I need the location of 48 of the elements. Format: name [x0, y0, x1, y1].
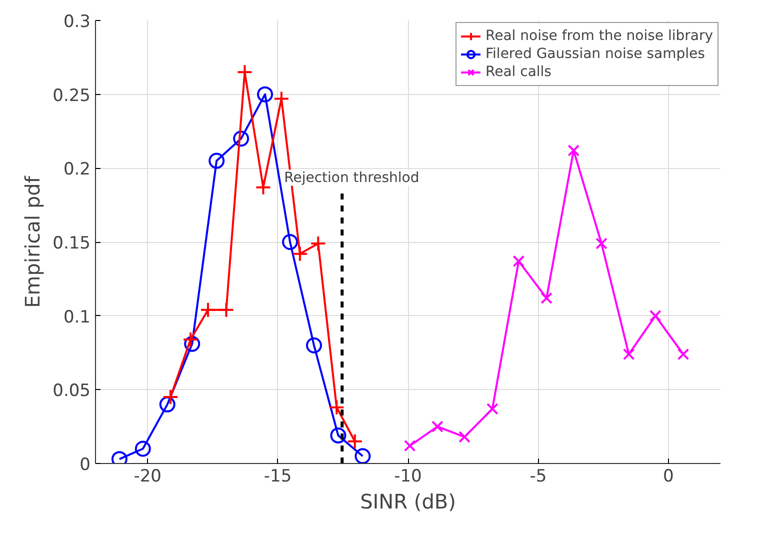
- point: [134, 440, 151, 457]
- x-tick-label: -5: [530, 466, 547, 486]
- point: [306, 337, 322, 354]
- point: [159, 396, 176, 412]
- point: [292, 246, 308, 262]
- point: [677, 348, 690, 360]
- point: [512, 255, 525, 268]
- point: [458, 430, 470, 443]
- x-tick-label: -15: [264, 466, 292, 486]
- legend-label: Filered Gaussian noise samples: [486, 45, 705, 63]
- point: [328, 399, 345, 416]
- point: [622, 348, 635, 360]
- x-axis-title: SINR (dB): [360, 490, 456, 514]
- point: [273, 90, 290, 107]
- x-tick-label: -10: [394, 466, 422, 486]
- y-tick-label: 0.05: [52, 381, 91, 402]
- point: [208, 152, 225, 169]
- point: [649, 310, 662, 322]
- legend-label: Real noise from the noise library: [486, 27, 713, 45]
- y-axis-title: Empirical pdf: [20, 175, 45, 308]
- point: [540, 292, 552, 304]
- point: [200, 302, 216, 318]
- point: [404, 440, 416, 452]
- ref-line-label: Rejection threshlod: [284, 170, 420, 186]
- point: [182, 331, 199, 348]
- y-tick-label: 0.2: [63, 160, 91, 180]
- y-tick-label: 0.1: [63, 307, 91, 328]
- point: [568, 144, 580, 156]
- y-tick-label: 0.15: [52, 234, 91, 254]
- point: [233, 130, 250, 147]
- y-tick-label: 0.25: [52, 86, 91, 106]
- y-tick-label: 0.3: [63, 12, 91, 32]
- point: [354, 448, 371, 464]
- point: [255, 179, 272, 196]
- point: [346, 433, 363, 450]
- x-tick-label: 0: [663, 466, 674, 486]
- point: [218, 302, 234, 318]
- point: [330, 427, 346, 444]
- point: [486, 402, 498, 415]
- point: [596, 238, 608, 250]
- point: [257, 86, 274, 102]
- legend-label: Real calls: [486, 63, 552, 81]
- point: [162, 389, 178, 406]
- point: [310, 235, 326, 252]
- point: [282, 234, 298, 250]
- x-tick-label: -20: [134, 466, 162, 486]
- point: [184, 336, 200, 352]
- point: [431, 420, 444, 433]
